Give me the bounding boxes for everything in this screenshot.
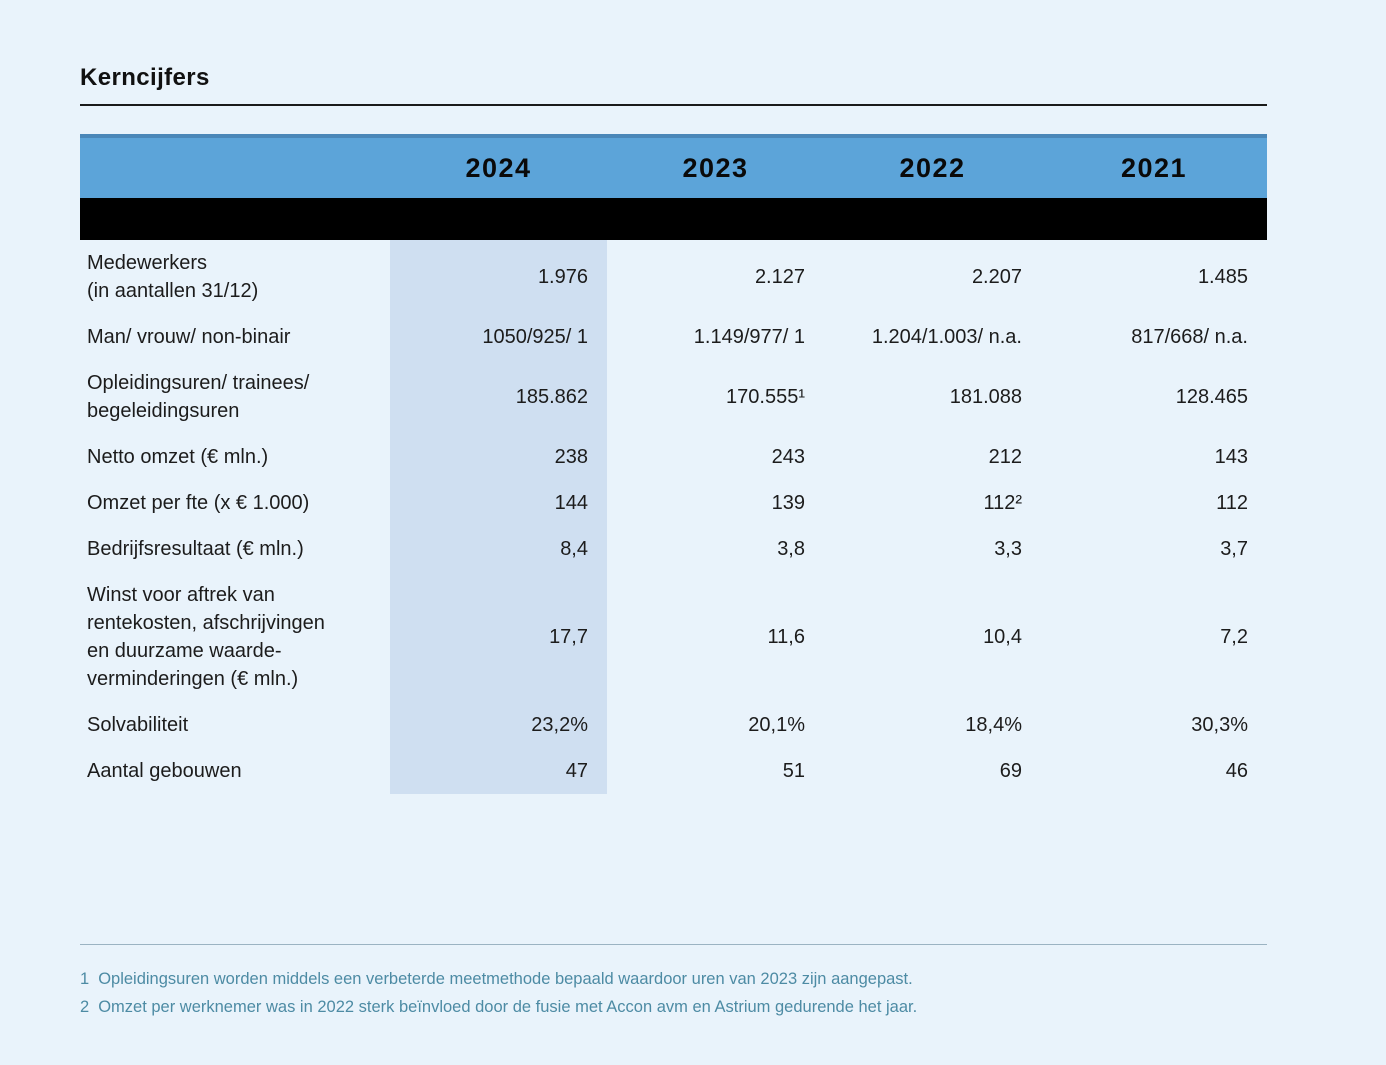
table-row-omzet-per-fte: Omzet per fte (x € 1.000) 144 139 112² 1… xyxy=(80,480,1267,526)
row-label: Aantal gebouwen xyxy=(87,760,242,782)
footnote-1: 1 Opleidingsuren worden middels een verb… xyxy=(80,965,1267,993)
row-value-2022: 10,4 xyxy=(983,626,1022,648)
row-value-2024: 144 xyxy=(390,480,607,526)
row-value-2024: 1050/925/ 1 xyxy=(390,314,607,360)
row-label: Solvabiliteit xyxy=(87,714,189,736)
table-body: Medewerkers (in aantallen 31/12) 1.976 2… xyxy=(80,240,1267,794)
table-row-opleidingsuren: Opleidingsuren/ trainees/ begeleidingsur… xyxy=(80,360,1267,434)
row-value-2021: 46 xyxy=(1225,760,1248,782)
table-row-medewerkers: Medewerkers (in aantallen 31/12) 1.976 2… xyxy=(80,240,1267,314)
footnote-number: 2 xyxy=(80,998,90,1016)
row-value-2022: 2.207 xyxy=(971,266,1022,288)
row-value-2023: 1.149/977/ 1 xyxy=(693,326,805,348)
table-row-aantal-gebouwen: Aantal gebouwen 47 51 69 46 xyxy=(80,748,1267,794)
title-divider xyxy=(80,104,1267,106)
table-row-solvabiliteit: Solvabiliteit 23,2% 20,1% 18,4% 30,3% xyxy=(80,702,1267,748)
row-value-2022: 212 xyxy=(988,446,1022,468)
footnote-divider xyxy=(80,944,1267,945)
header-year-2023: 2023 xyxy=(682,152,749,183)
footnote-number: 1 xyxy=(80,970,90,988)
row-label: Omzet per fte (x € 1.000) xyxy=(87,492,310,514)
table-row-winst-voor-aftrek: Winst voor aftrek van rentekosten, afsch… xyxy=(80,572,1267,702)
row-value-2023: 3,8 xyxy=(777,538,805,560)
row-value-2023: 170.555¹ xyxy=(726,386,805,408)
report-page: Kerncijfers 2024 2023 2022 2021 Medewerk… xyxy=(80,0,1267,1021)
row-value-2024: 1.976 xyxy=(390,240,607,314)
header-year-2024: 2024 xyxy=(465,152,532,183)
row-value-2021: 7,2 xyxy=(1220,626,1248,648)
row-value-2024: 23,2% xyxy=(390,702,607,748)
footnote-text: Opleidingsuren worden middels een verbet… xyxy=(98,970,913,988)
footnote-text: Omzet per werknemer was in 2022 sterk be… xyxy=(98,998,918,1016)
header-year-2022: 2022 xyxy=(899,152,966,183)
row-label: Bedrijfsresultaat (€ mln.) xyxy=(87,538,304,560)
header-year-2021: 2021 xyxy=(1120,152,1188,183)
row-label: Winst voor aftrek van rentekosten, afsch… xyxy=(87,584,325,690)
table-row-man-vrouw-nonbinair: Man/ vrouw/ non-binair 1050/925/ 1 1.149… xyxy=(80,314,1267,360)
header-black-bar xyxy=(80,198,1267,240)
row-value-2024: 17,7 xyxy=(390,572,607,702)
row-value-2022: 112² xyxy=(983,492,1022,514)
row-value-2021: 30,3% xyxy=(1191,714,1248,736)
row-value-2021: 112 xyxy=(1216,492,1248,514)
row-value-2022: 18,4% xyxy=(965,714,1022,736)
row-value-2021: 3,7 xyxy=(1220,538,1248,560)
header-empty-cell xyxy=(80,138,390,198)
row-value-2024: 238 xyxy=(390,434,607,480)
row-value-2023: 243 xyxy=(771,446,805,468)
row-value-2024: 47 xyxy=(390,748,607,794)
page-title: Kerncijfers xyxy=(80,64,210,91)
row-label: Netto omzet (€ mln.) xyxy=(87,446,269,468)
row-value-2022: 181.088 xyxy=(949,386,1022,408)
row-value-2021: 1.485 xyxy=(1197,266,1248,288)
row-label: Medewerkers (in aantallen 31/12) xyxy=(87,252,259,302)
row-value-2021: 128.465 xyxy=(1175,386,1248,408)
table-header-row: 2024 2023 2022 2021 xyxy=(80,134,1267,198)
row-value-2023: 51 xyxy=(782,760,805,782)
row-value-2023: 20,1% xyxy=(748,714,805,736)
kerncijfers-table: 2024 2023 2022 2021 Medewerkers (in aant… xyxy=(80,134,1267,794)
table-row-netto-omzet: Netto omzet (€ mln.) 238 243 212 143 xyxy=(80,434,1267,480)
footnote-2: 2 Omzet per werknemer was in 2022 sterk … xyxy=(80,993,1267,1021)
row-value-2021: 143 xyxy=(1214,446,1248,468)
row-value-2024: 185.862 xyxy=(390,360,607,434)
row-value-2021: 817/668/ n.a. xyxy=(1131,326,1248,348)
row-value-2022: 1.204/1.003/ n.a. xyxy=(871,326,1022,348)
row-value-2024: 8,4 xyxy=(390,526,607,572)
row-value-2022: 3,3 xyxy=(994,538,1022,560)
row-label: Man/ vrouw/ non-binair xyxy=(87,326,291,348)
row-value-2023: 11,6 xyxy=(767,626,805,648)
row-label: Opleidingsuren/ trainees/ begeleidingsur… xyxy=(87,372,310,422)
footnotes-section: 1 Opleidingsuren worden middels een verb… xyxy=(80,965,1267,1021)
row-value-2023: 139 xyxy=(771,492,805,514)
table-row-bedrijfsresultaat: Bedrijfsresultaat (€ mln.) 8,4 3,8 3,3 3… xyxy=(80,526,1267,572)
row-value-2022: 69 xyxy=(999,760,1022,782)
row-value-2023: 2.127 xyxy=(754,266,805,288)
